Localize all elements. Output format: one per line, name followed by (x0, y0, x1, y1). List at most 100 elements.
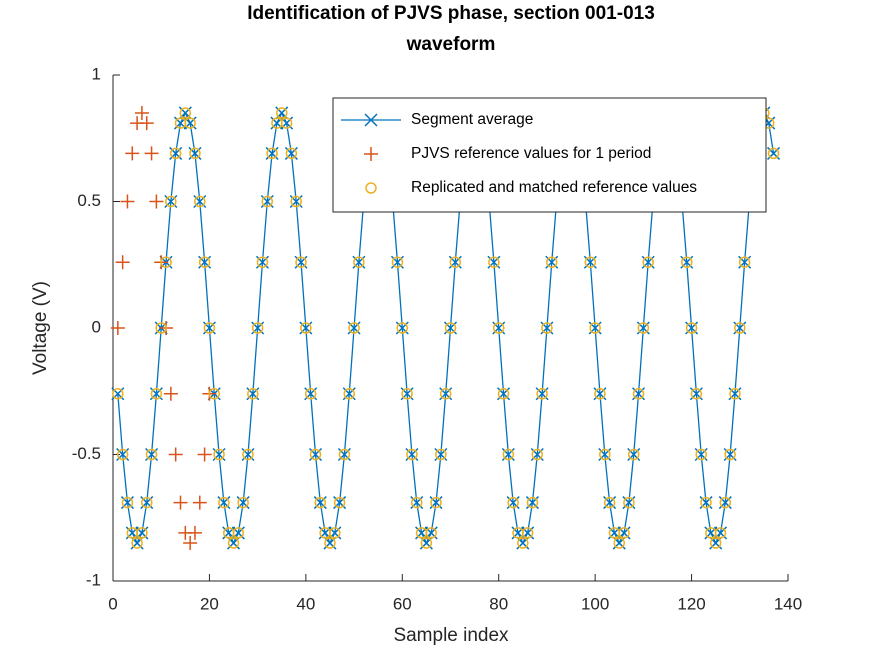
legend: Segment average PJVS reference values for… (332, 97, 767, 213)
data-point (160, 256, 172, 268)
data-point (623, 496, 635, 509)
data-point (134, 105, 149, 120)
data-point (136, 527, 148, 539)
data-point (309, 448, 322, 461)
data-point (637, 322, 650, 334)
data-point (242, 448, 254, 461)
x-tick-label: 120 (677, 594, 705, 613)
data-point (714, 527, 727, 539)
data-point (767, 147, 780, 160)
data-point (507, 496, 519, 509)
data-point (139, 116, 154, 131)
data-point (120, 194, 135, 209)
data-point (285, 147, 298, 160)
data-point (213, 448, 225, 461)
chart-title: Identification of PJVS phase, section 00… (247, 3, 655, 24)
data-point (116, 448, 129, 461)
data-point (280, 117, 293, 129)
data-point (690, 388, 703, 400)
data-point (173, 495, 188, 510)
data-point (584, 256, 597, 268)
data-point (141, 496, 153, 509)
legend-box (332, 97, 767, 213)
data-point (449, 256, 462, 268)
data-point (724, 448, 736, 461)
data-point (192, 495, 207, 510)
y-tick-label: -0.5 (72, 444, 101, 463)
data-point (729, 388, 741, 400)
legend-label: PJVS reference values for 1 period (411, 145, 651, 162)
chart-title: waveform (406, 34, 496, 55)
data-point (165, 195, 177, 208)
data-point (121, 496, 134, 509)
data-point (406, 448, 418, 461)
data-point (115, 255, 130, 270)
y-tick-label: 1 (92, 64, 101, 83)
y-tick-label: 0 (92, 317, 101, 336)
data-point (338, 448, 351, 461)
x-tick-label: 60 (393, 594, 412, 613)
data-point (300, 322, 312, 334)
data-point (218, 496, 230, 509)
data-point (618, 527, 630, 539)
data-point (526, 496, 539, 509)
data-point (536, 388, 548, 400)
data-point (589, 322, 601, 334)
data-point (627, 448, 640, 461)
data-point (521, 527, 534, 539)
data-point (685, 322, 698, 334)
data-point (131, 537, 143, 549)
data-point (198, 256, 211, 268)
data-point (324, 537, 336, 549)
legend-marker (364, 147, 378, 161)
data-point (304, 388, 317, 400)
data-point (183, 536, 198, 551)
data-point (169, 147, 182, 160)
data-point (149, 194, 164, 209)
data-point (189, 147, 201, 160)
data-point (232, 527, 245, 539)
data-point (541, 322, 553, 334)
legend-label: Segment average (411, 111, 533, 128)
data-point (261, 195, 274, 208)
data-point (179, 107, 192, 119)
data-point (411, 496, 423, 509)
data-point (603, 496, 616, 509)
data-point (155, 322, 167, 334)
x-axis-label: Sample index (393, 625, 509, 646)
data-point (227, 537, 240, 549)
data-point (546, 256, 558, 268)
data-point (681, 256, 693, 268)
data-point (163, 386, 178, 401)
data-point (251, 322, 264, 334)
data-point (435, 448, 447, 461)
legend-marker (365, 182, 377, 194)
data-point (502, 448, 515, 461)
data-point (348, 322, 360, 334)
data-point (237, 496, 249, 509)
data-point (430, 496, 442, 509)
data-point (266, 147, 278, 160)
x-tick-label: 40 (296, 594, 315, 613)
legend-label: Replicated and matched reference values (411, 179, 697, 196)
x-tick-label: 140 (774, 594, 802, 613)
data-point (144, 146, 159, 161)
data-point (194, 195, 206, 208)
data-point (738, 256, 751, 268)
data-point (497, 388, 510, 400)
x-tick-label: 0 (108, 594, 117, 613)
y-tick-label: -1 (86, 570, 101, 589)
data-point (492, 322, 505, 334)
data-point (203, 322, 216, 334)
data-point (187, 525, 202, 540)
data-point (719, 496, 732, 509)
data-point (599, 448, 611, 461)
data-point (632, 388, 645, 400)
data-point (112, 388, 124, 400)
data-point (247, 388, 259, 400)
data-point (695, 448, 707, 461)
data-point (145, 448, 158, 461)
data-point (401, 388, 413, 400)
y-tick-label: 0.5 (77, 191, 101, 210)
